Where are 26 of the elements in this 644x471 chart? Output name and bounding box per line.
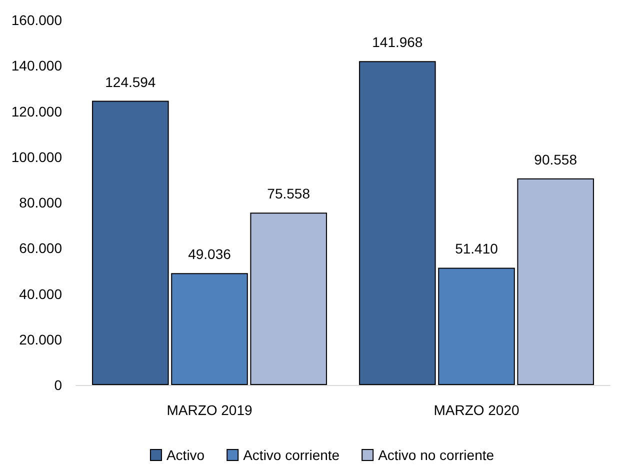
bar	[438, 268, 515, 385]
legend-label: Activo	[166, 447, 205, 463]
bar	[171, 273, 248, 385]
legend-label: Activo no corriente	[378, 447, 494, 463]
y-tick-label: 140.000	[11, 58, 62, 74]
y-tick-label: 100.000	[11, 148, 62, 165]
x-tick-label: MARZO 2019	[166, 402, 253, 418]
y-tick-label: 160.000	[11, 12, 62, 28]
data-label: 124.594	[105, 74, 156, 90]
y-tick-label: 20.000	[19, 331, 62, 348]
data-label: 51.410	[455, 240, 498, 257]
bar	[92, 100, 169, 385]
bar	[250, 212, 327, 385]
y-tick-label: 0	[54, 377, 62, 393]
data-label: 90.558	[534, 151, 578, 168]
legend-label: Activo corriente	[243, 447, 340, 463]
x-tick-label: MARZO 2020	[434, 402, 520, 418]
y-tick-label: 120.000	[11, 103, 62, 120]
data-label: 49.036	[188, 246, 232, 262]
bar	[517, 178, 594, 385]
y-tick-label: 40.000	[19, 286, 62, 302]
y-tick-label: 80.000	[19, 194, 62, 210]
data-label: 75.558	[267, 186, 310, 202]
y-tick-label: 60.000	[19, 240, 62, 256]
bar	[359, 61, 436, 385]
data-label: 141.968	[372, 34, 423, 50]
